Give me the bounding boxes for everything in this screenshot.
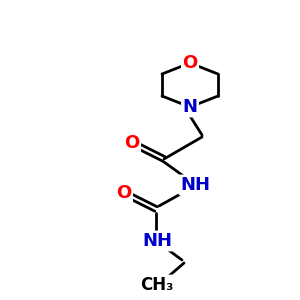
Text: O: O [182,54,198,72]
Text: NH: NH [180,176,210,194]
Text: O: O [116,184,132,202]
Text: CH₃: CH₃ [140,276,174,294]
Text: O: O [124,134,140,152]
Text: N: N [182,98,197,116]
Text: NH: NH [142,232,172,250]
